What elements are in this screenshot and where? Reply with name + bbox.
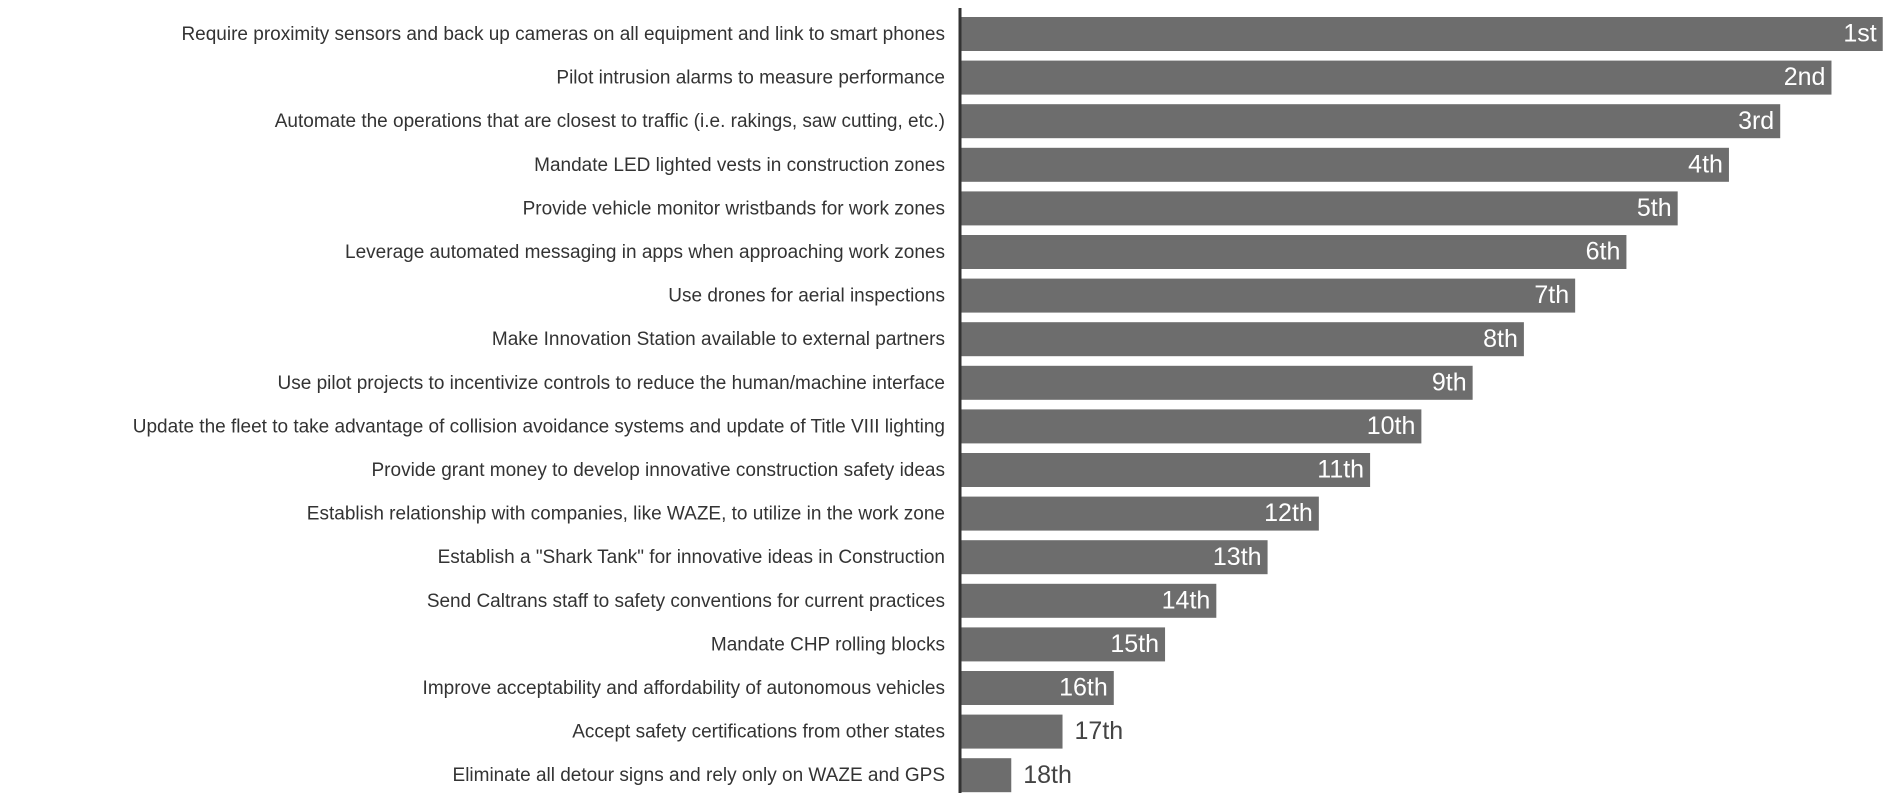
value-label: 17th [1075, 717, 1124, 745]
category-label: Update the fleet to take advantage of co… [133, 416, 945, 437]
value-label: 6th [1586, 238, 1621, 266]
category-label: Improve acceptability and affordability … [423, 678, 945, 699]
bar [960, 540, 1268, 575]
value-label: 14th [1162, 586, 1211, 614]
bar [960, 147, 1729, 182]
bar [960, 409, 1422, 444]
category-label: Provide vehicle monitor wristbands for w… [523, 198, 945, 219]
value-label: 15th [1110, 630, 1159, 658]
category-label: Accept safety certifications from other … [572, 722, 945, 743]
value-label: 16th [1059, 674, 1108, 702]
category-label: Automate the operations that are closest… [275, 111, 945, 132]
category-label: Pilot intrusion alarms to measure perfor… [556, 68, 945, 89]
value-label: 8th [1483, 325, 1518, 353]
bar [960, 322, 1524, 357]
category-label: Require proximity sensors and back up ca… [181, 24, 945, 45]
value-label: 9th [1432, 368, 1467, 396]
value-label: 5th [1637, 194, 1672, 222]
bar [960, 278, 1576, 313]
value-label: 11th [1317, 456, 1364, 484]
value-label: 10th [1367, 412, 1416, 440]
bar [960, 671, 1114, 705]
value-label: 12th [1264, 499, 1313, 527]
category-label: Mandate LED lighted vests in constructio… [534, 155, 945, 176]
bar [960, 191, 1678, 226]
bar [960, 583, 1217, 618]
value-label: 13th [1213, 543, 1262, 571]
category-label: Provide grant money to develop innovativ… [372, 460, 946, 481]
category-label: Leverage automated messaging in apps whe… [345, 242, 945, 263]
category-label: Make Innovation Station available to ext… [492, 329, 945, 350]
category-label: Establish relationship with companies, l… [307, 504, 945, 525]
bar [960, 758, 1012, 793]
bar [960, 365, 1473, 400]
category-label: Send Caltrans staff to safety convention… [427, 591, 945, 612]
category-label: Eliminate all detour signs and rely only… [453, 765, 945, 786]
value-label: 7th [1534, 281, 1569, 309]
category-label: Use drones for aerial inspections [668, 286, 945, 307]
value-label: 4th [1688, 150, 1723, 178]
value-label: 1st [1843, 20, 1876, 48]
bar [960, 453, 1371, 487]
category-label: Use pilot projects to incentivize contro… [278, 373, 945, 394]
bar [960, 104, 1781, 139]
bar [960, 60, 1832, 95]
category-label: Mandate CHP rolling blocks [711, 634, 945, 655]
bar [960, 235, 1627, 269]
value-label: 3rd [1738, 107, 1774, 135]
value-label: 2nd [1784, 63, 1826, 91]
value-label: 18th [1023, 761, 1072, 789]
bar [960, 627, 1166, 662]
bar [960, 496, 1319, 531]
bar [960, 17, 1883, 51]
bar [960, 714, 1063, 749]
category-label: Establish a "Shark Tank" for innovative … [438, 547, 945, 568]
